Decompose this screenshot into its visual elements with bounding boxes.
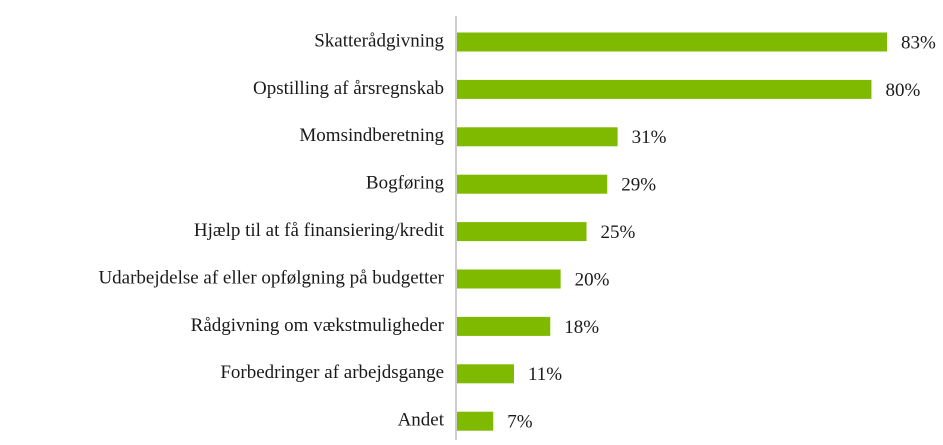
value-label: 80% <box>885 80 920 101</box>
category-label: Hjælp til at få finansiering/kredit <box>194 220 445 241</box>
bar <box>457 411 494 431</box>
category-label: Bogføring <box>366 173 445 194</box>
bar <box>457 316 551 336</box>
category-label: Forbedringer af arbejdsgange <box>220 362 444 383</box>
category-label: Opstilling af årsregnskab <box>253 78 444 99</box>
value-label: 11% <box>528 364 562 385</box>
category-label: Udarbejdelse af eller opfølgning på budg… <box>98 267 444 288</box>
bar <box>457 127 618 147</box>
bar <box>457 222 587 242</box>
bar <box>457 364 514 384</box>
value-label: 31% <box>632 127 667 148</box>
value-label: 83% <box>901 32 936 53</box>
category-label: Momsindberetning <box>299 125 444 146</box>
value-label: 20% <box>575 269 610 290</box>
value-label: 18% <box>564 317 599 338</box>
value-label: 29% <box>621 175 656 196</box>
category-label: Andet <box>398 410 445 431</box>
category-label: Skatterådgivning <box>314 30 444 51</box>
bar <box>457 269 561 289</box>
bar <box>457 174 608 194</box>
bar <box>457 32 887 52</box>
value-label: 25% <box>601 222 636 243</box>
category-label: Rådgivning om vækstmuligheder <box>191 315 445 336</box>
bar <box>457 79 872 99</box>
value-label: 7% <box>507 412 532 433</box>
